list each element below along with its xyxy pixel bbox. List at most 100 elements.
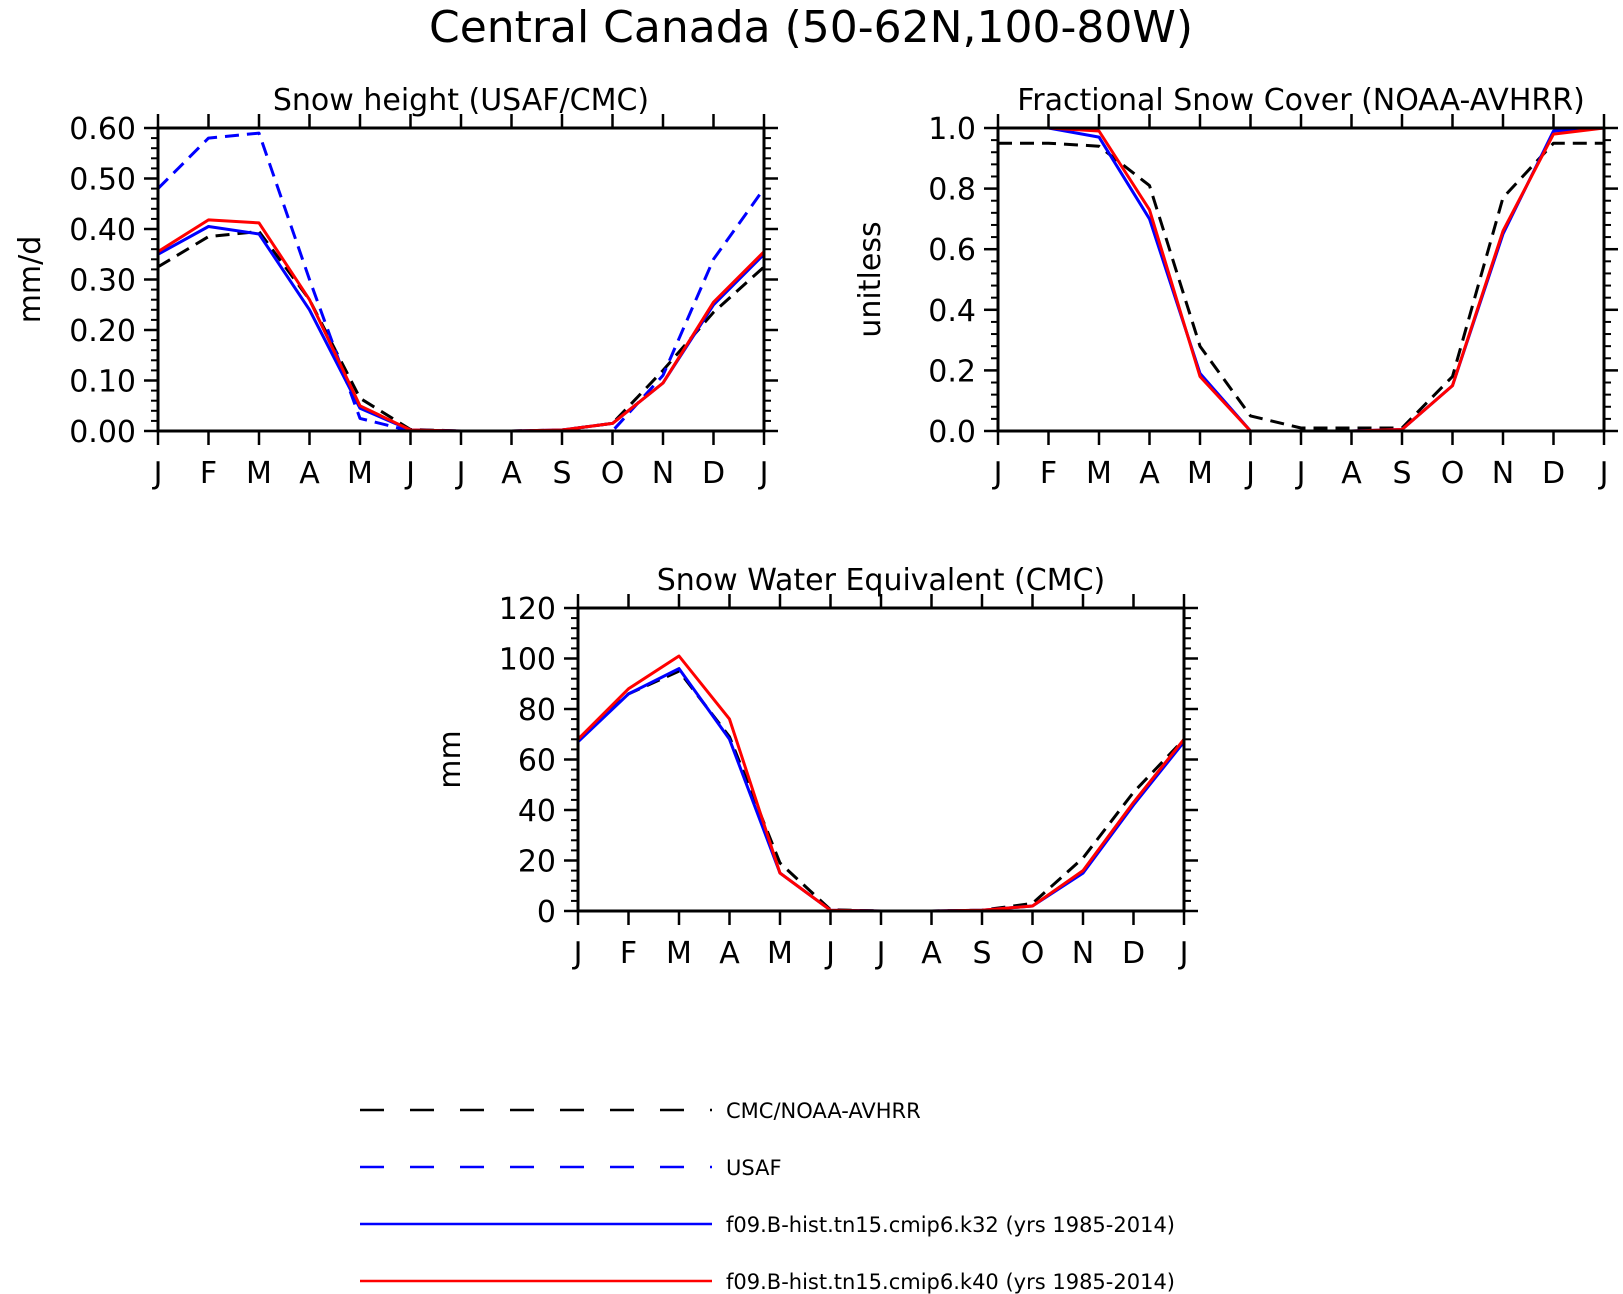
y-tick-label: 0.10 (69, 365, 136, 400)
plot-frame (576, 606, 1186, 913)
series-line-k40 (157, 218, 766, 433)
x-tick-label: F (200, 456, 217, 491)
chart-panel-3: Snow Water Equivalent (CMC)mmJ F M A M J J A S O N… (433, 563, 1198, 971)
y-tick-label: 100 (499, 643, 556, 678)
series-lines (156, 131, 766, 433)
x-tick-label: J (404, 456, 415, 491)
y-axis-label: mm (433, 730, 468, 788)
y-tick-label: 0.6 (928, 233, 976, 268)
series-line-k32 (998, 126, 1605, 433)
y-tick-label: 0.40 (69, 213, 136, 248)
series-line-obs (576, 669, 1186, 913)
legend-item-k40: f09.B-hist.tn15.cmip6.k40 (yrs 1985-2014… (360, 1270, 1175, 1294)
x-tick-label: A (1139, 456, 1160, 491)
series-line-usaf (156, 131, 766, 433)
y-tick-label: 40 (518, 794, 556, 829)
plot-frame (156, 126, 766, 433)
legend-item-usaf: USAF (360, 1156, 782, 1180)
chart-panels: Snow height (USAF/CMC)mm/dJ F M A M J J A S O N D J0… (13, 83, 1618, 971)
y-axis-label: unitless (853, 221, 888, 337)
x-tick-label: O (1021, 936, 1045, 971)
y-tick-label: 1.0 (928, 112, 976, 147)
x-tick-label: J (455, 456, 466, 491)
legend-label: f09.B-hist.tn15.cmip6.k32 (yrs 1985-2014… (726, 1213, 1175, 1237)
legend-item-obs: CMC/NOAA-AVHRR (360, 1099, 921, 1123)
figure-title: Central Canada (50-62N,100-80W) (429, 2, 1193, 53)
y-tick-label: 60 (518, 744, 556, 779)
plot-frame (996, 126, 1606, 433)
y-axis: 0.00 0.10 0.20 0.30 0.40 0.50 0.60 (69, 112, 778, 450)
x-tick-label: M (767, 936, 793, 971)
legend: CMC/NOAA-AVHRR USAF f09.B-hist.tn15.cmip6.… (360, 1099, 1175, 1294)
series-line-k32 (576, 667, 1186, 913)
x-tick-label: A (719, 936, 740, 971)
x-tick-label: M (246, 456, 272, 491)
y-tick-label: 120 (499, 592, 556, 627)
series-lines (998, 126, 1605, 433)
x-tick-label: N (652, 456, 674, 491)
y-tick-label: 0.20 (69, 314, 136, 349)
y-tick-label: 0 (537, 895, 556, 930)
x-tick-label: J (824, 936, 835, 971)
x-tick-label: D (702, 456, 725, 491)
chart-panel-1: Snow height (USAF/CMC)mm/dJ F M A M J J A S O N D J0… (13, 83, 778, 491)
x-tick-label: A (1341, 456, 1362, 491)
x-tick-label: N (1492, 456, 1514, 491)
x-tick-label: S (1392, 456, 1411, 491)
x-tick-label: A (921, 936, 942, 971)
x-tick-label: M (1187, 456, 1213, 491)
y-tick-label: 0.2 (928, 354, 976, 389)
y-axis-label: mm/d (13, 236, 48, 324)
y-tick-label: 20 (518, 845, 556, 880)
x-tick-label: N (1072, 936, 1094, 971)
x-tick-label: D (1122, 936, 1145, 971)
x-tick-label: F (620, 936, 637, 971)
x-tick-label: O (601, 456, 625, 491)
legend-label: f09.B-hist.tn15.cmip6.k40 (yrs 1985-2014… (726, 1270, 1175, 1294)
y-tick-label: 0.30 (69, 264, 136, 299)
x-tick-label: O (1441, 456, 1465, 491)
y-tick-label: 80 (518, 693, 556, 728)
series-line-obs (998, 141, 1604, 430)
x-tick-label: J (152, 456, 163, 491)
y-tick-label: 0.8 (928, 173, 976, 208)
panel-title: Snow Water Equivalent (CMC) (657, 563, 1105, 598)
chart-panel-2: Fractional Snow Cover (NOAA-AVHRR) unitle… (853, 83, 1618, 491)
x-tick-label: S (972, 936, 991, 971)
y-tick-label: 0.00 (69, 415, 136, 450)
x-tick-label: F (1040, 456, 1057, 491)
series-line-k40 (576, 654, 1186, 913)
x-tick-label: J (1178, 936, 1189, 971)
x-tick-label: A (501, 456, 522, 491)
x-tick-label: A (299, 456, 320, 491)
legend-item-k32: f09.B-hist.tn15.cmip6.k32 (yrs 1985-2014… (360, 1213, 1175, 1237)
legend-label: CMC/NOAA-AVHRR (726, 1099, 921, 1123)
series-line-obs (157, 230, 766, 433)
x-tick-label: S (552, 456, 571, 491)
x-tick-label: J (1598, 456, 1609, 491)
x-tick-label: M (1086, 456, 1112, 491)
legend-label: USAF (726, 1156, 782, 1180)
y-tick-label: 0.0 (928, 415, 976, 450)
y-axis: 0.0 0.2 0.4 0.6 0.8 1.0 (928, 112, 1618, 450)
x-tick-label: J (1244, 456, 1255, 491)
series-line-k32 (157, 225, 766, 433)
x-tick-label: J (992, 456, 1003, 491)
y-axis: 0 20 40 60 80 100 120 (499, 592, 1198, 930)
x-tick-label: J (1295, 456, 1306, 491)
x-tick-label: M (666, 936, 692, 971)
x-tick-label: D (1542, 456, 1565, 491)
x-tick-label: M (347, 456, 373, 491)
x-tick-label: J (758, 456, 769, 491)
x-tick-label: J (875, 936, 886, 971)
series-line-k40 (998, 126, 1605, 433)
panel-title: Snow height (USAF/CMC) (273, 83, 649, 118)
y-tick-label: 0.50 (69, 163, 136, 198)
series-lines (576, 654, 1186, 913)
y-tick-label: 0.60 (69, 112, 136, 147)
x-tick-label: J (572, 936, 583, 971)
